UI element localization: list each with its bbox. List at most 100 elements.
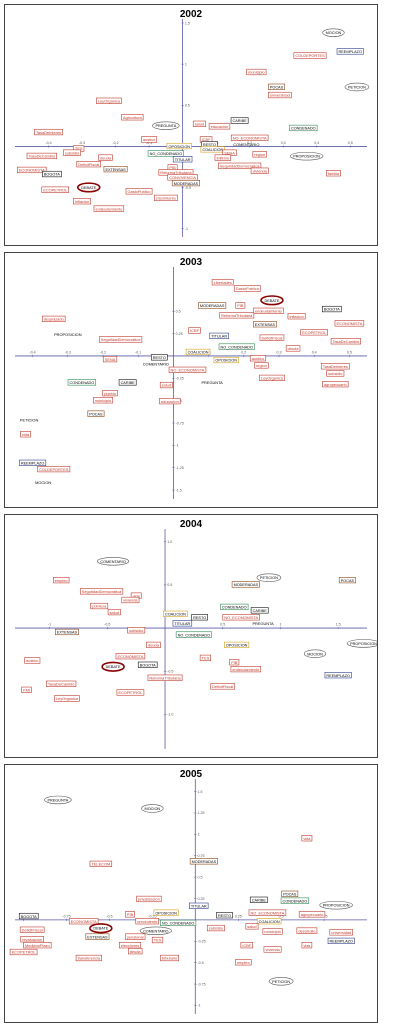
point-oposicion: OPOSICION (213, 356, 239, 364)
point-box (89, 860, 113, 867)
point-pocas: POCAS (281, 890, 299, 897)
point-box (254, 362, 269, 369)
point-label: OPOSICION (155, 911, 177, 915)
point-label: elecciones (121, 943, 139, 948)
y-tick-label: -0.5 (185, 186, 191, 190)
point-ellipse (152, 121, 180, 130)
point-tasadeinteres: TasaDeInteres (320, 363, 350, 370)
point-box (92, 397, 114, 404)
point-label: PETICION (20, 418, 39, 423)
point-box (222, 614, 260, 621)
point-reformatributaria: ReformaTributaria (219, 312, 255, 319)
point-no-economista: NO_ECONOMISTA (230, 134, 269, 141)
point-box (54, 695, 80, 702)
point-box (329, 929, 353, 936)
point-label: desplazado (44, 317, 64, 322)
point-privatizacion: privatizacion (136, 895, 162, 903)
point-label: salud (110, 610, 119, 615)
point-salud: salud (192, 120, 206, 127)
point-label: COMENTARIO (100, 560, 125, 564)
point-desarrollo: desarrollo (296, 927, 318, 934)
x-tick-label: 1 (279, 623, 281, 627)
point-moderadas: MODERADAS (171, 180, 201, 187)
point-label: COALICION (165, 613, 186, 617)
point-economista: ECONOMISTA (17, 166, 47, 174)
point-economista: ECONOMISTA (334, 320, 365, 327)
point-label: COALICION (188, 351, 209, 355)
point-reemplazo: REEMPLAZO (336, 48, 364, 55)
point-box (189, 902, 209, 909)
biplot-2004: 2004 -1 -0.5 0.5 1 1.5 1.0 0.5 -0.5 -1.0 COMENTARI… (15, 519, 377, 749)
point-box (17, 166, 47, 174)
point-label: deuda (148, 643, 160, 648)
point-box (289, 124, 318, 132)
point-box (301, 942, 313, 949)
point-pregunta: PREGUNTA (44, 795, 72, 805)
point-label: RESTO (193, 616, 206, 620)
point-box (330, 338, 361, 345)
point-box (147, 150, 184, 157)
y-tick-label: -1 (185, 227, 188, 231)
point-box (163, 610, 188, 617)
point-empleo: empleo (52, 577, 70, 584)
point-salud: salud (245, 923, 259, 930)
point-label: GastoPublico (127, 189, 150, 194)
point-tes: TES (199, 654, 212, 661)
biplot-panel-2002: 2002-0.4-0.3-0.2-0.10.10.20.30.40.51.510… (4, 4, 378, 246)
point-resto: RESTO (151, 354, 168, 361)
x-tick-label: -0.5 (106, 914, 112, 918)
point-label: endeudamiento (255, 309, 282, 314)
point-box (199, 654, 212, 661)
point-box (229, 659, 240, 666)
point-box (250, 607, 269, 614)
point-box (231, 581, 260, 588)
point-label: ReformaTributaria (221, 313, 253, 318)
point-label: CARIBE (233, 119, 248, 123)
point-pib: PIB (229, 659, 240, 666)
point-vivienda: vivienda (263, 946, 282, 953)
point-deficitfiscal: DeficitFiscal (19, 926, 45, 933)
point-label: municipio (95, 398, 111, 403)
point-box (280, 897, 310, 904)
point-label: COMENTARIO (143, 929, 168, 933)
point-ellipse (346, 639, 377, 648)
point-box (235, 302, 246, 309)
biplot-panel-2004: 2004 -1 -0.5 0.5 1 1.5 1.0 0.5 -0.5 -1.0 COMENTARI… (4, 514, 378, 758)
point-box (259, 374, 285, 381)
point-label: Ibifirmo (216, 155, 229, 160)
point-box (224, 641, 250, 649)
point-label: region (256, 363, 267, 368)
x-tick-label: 0.5 (279, 914, 284, 918)
point-box (46, 680, 77, 687)
x-tick-label: 0.3 (277, 350, 282, 354)
point-box (211, 279, 234, 286)
point-ellipse (141, 804, 164, 813)
point-medianoplazo: MedianoPlazo (23, 942, 52, 949)
point-deficitfiscal: DeficitFiscal (210, 683, 236, 690)
point-box (26, 152, 57, 160)
point-label: NO_CONDENADO (178, 633, 211, 637)
point-box (166, 142, 192, 150)
point-box (300, 329, 329, 336)
x-tick-label: -0.4 (29, 350, 35, 354)
point-box (281, 890, 299, 897)
point-box (99, 336, 143, 343)
point-no-condenado: NO_CONDENADO (218, 343, 255, 350)
point-label: subsidio (65, 150, 79, 155)
point-label: DEBATE (93, 927, 108, 931)
point-label: EXTENSAS (57, 631, 78, 635)
point-inflacion: inflacion (287, 313, 306, 320)
x-tick-label: 0.2 (241, 350, 246, 354)
point-box (192, 120, 206, 127)
point-box (296, 927, 318, 934)
point-box (75, 954, 102, 962)
point-box (79, 588, 124, 595)
point-box (248, 909, 287, 916)
point-tasadecambio: TasaDeCambio (26, 152, 57, 160)
point-endeudamiento: endeudamiento (230, 666, 262, 673)
point-endeudamiento: endeudamiento (253, 307, 284, 314)
point-label: SENA (105, 357, 116, 362)
point-ellipse-highlight (89, 923, 113, 934)
point-desplazado: desplazado (41, 315, 66, 322)
point-subsidio: subsidio (206, 924, 225, 932)
